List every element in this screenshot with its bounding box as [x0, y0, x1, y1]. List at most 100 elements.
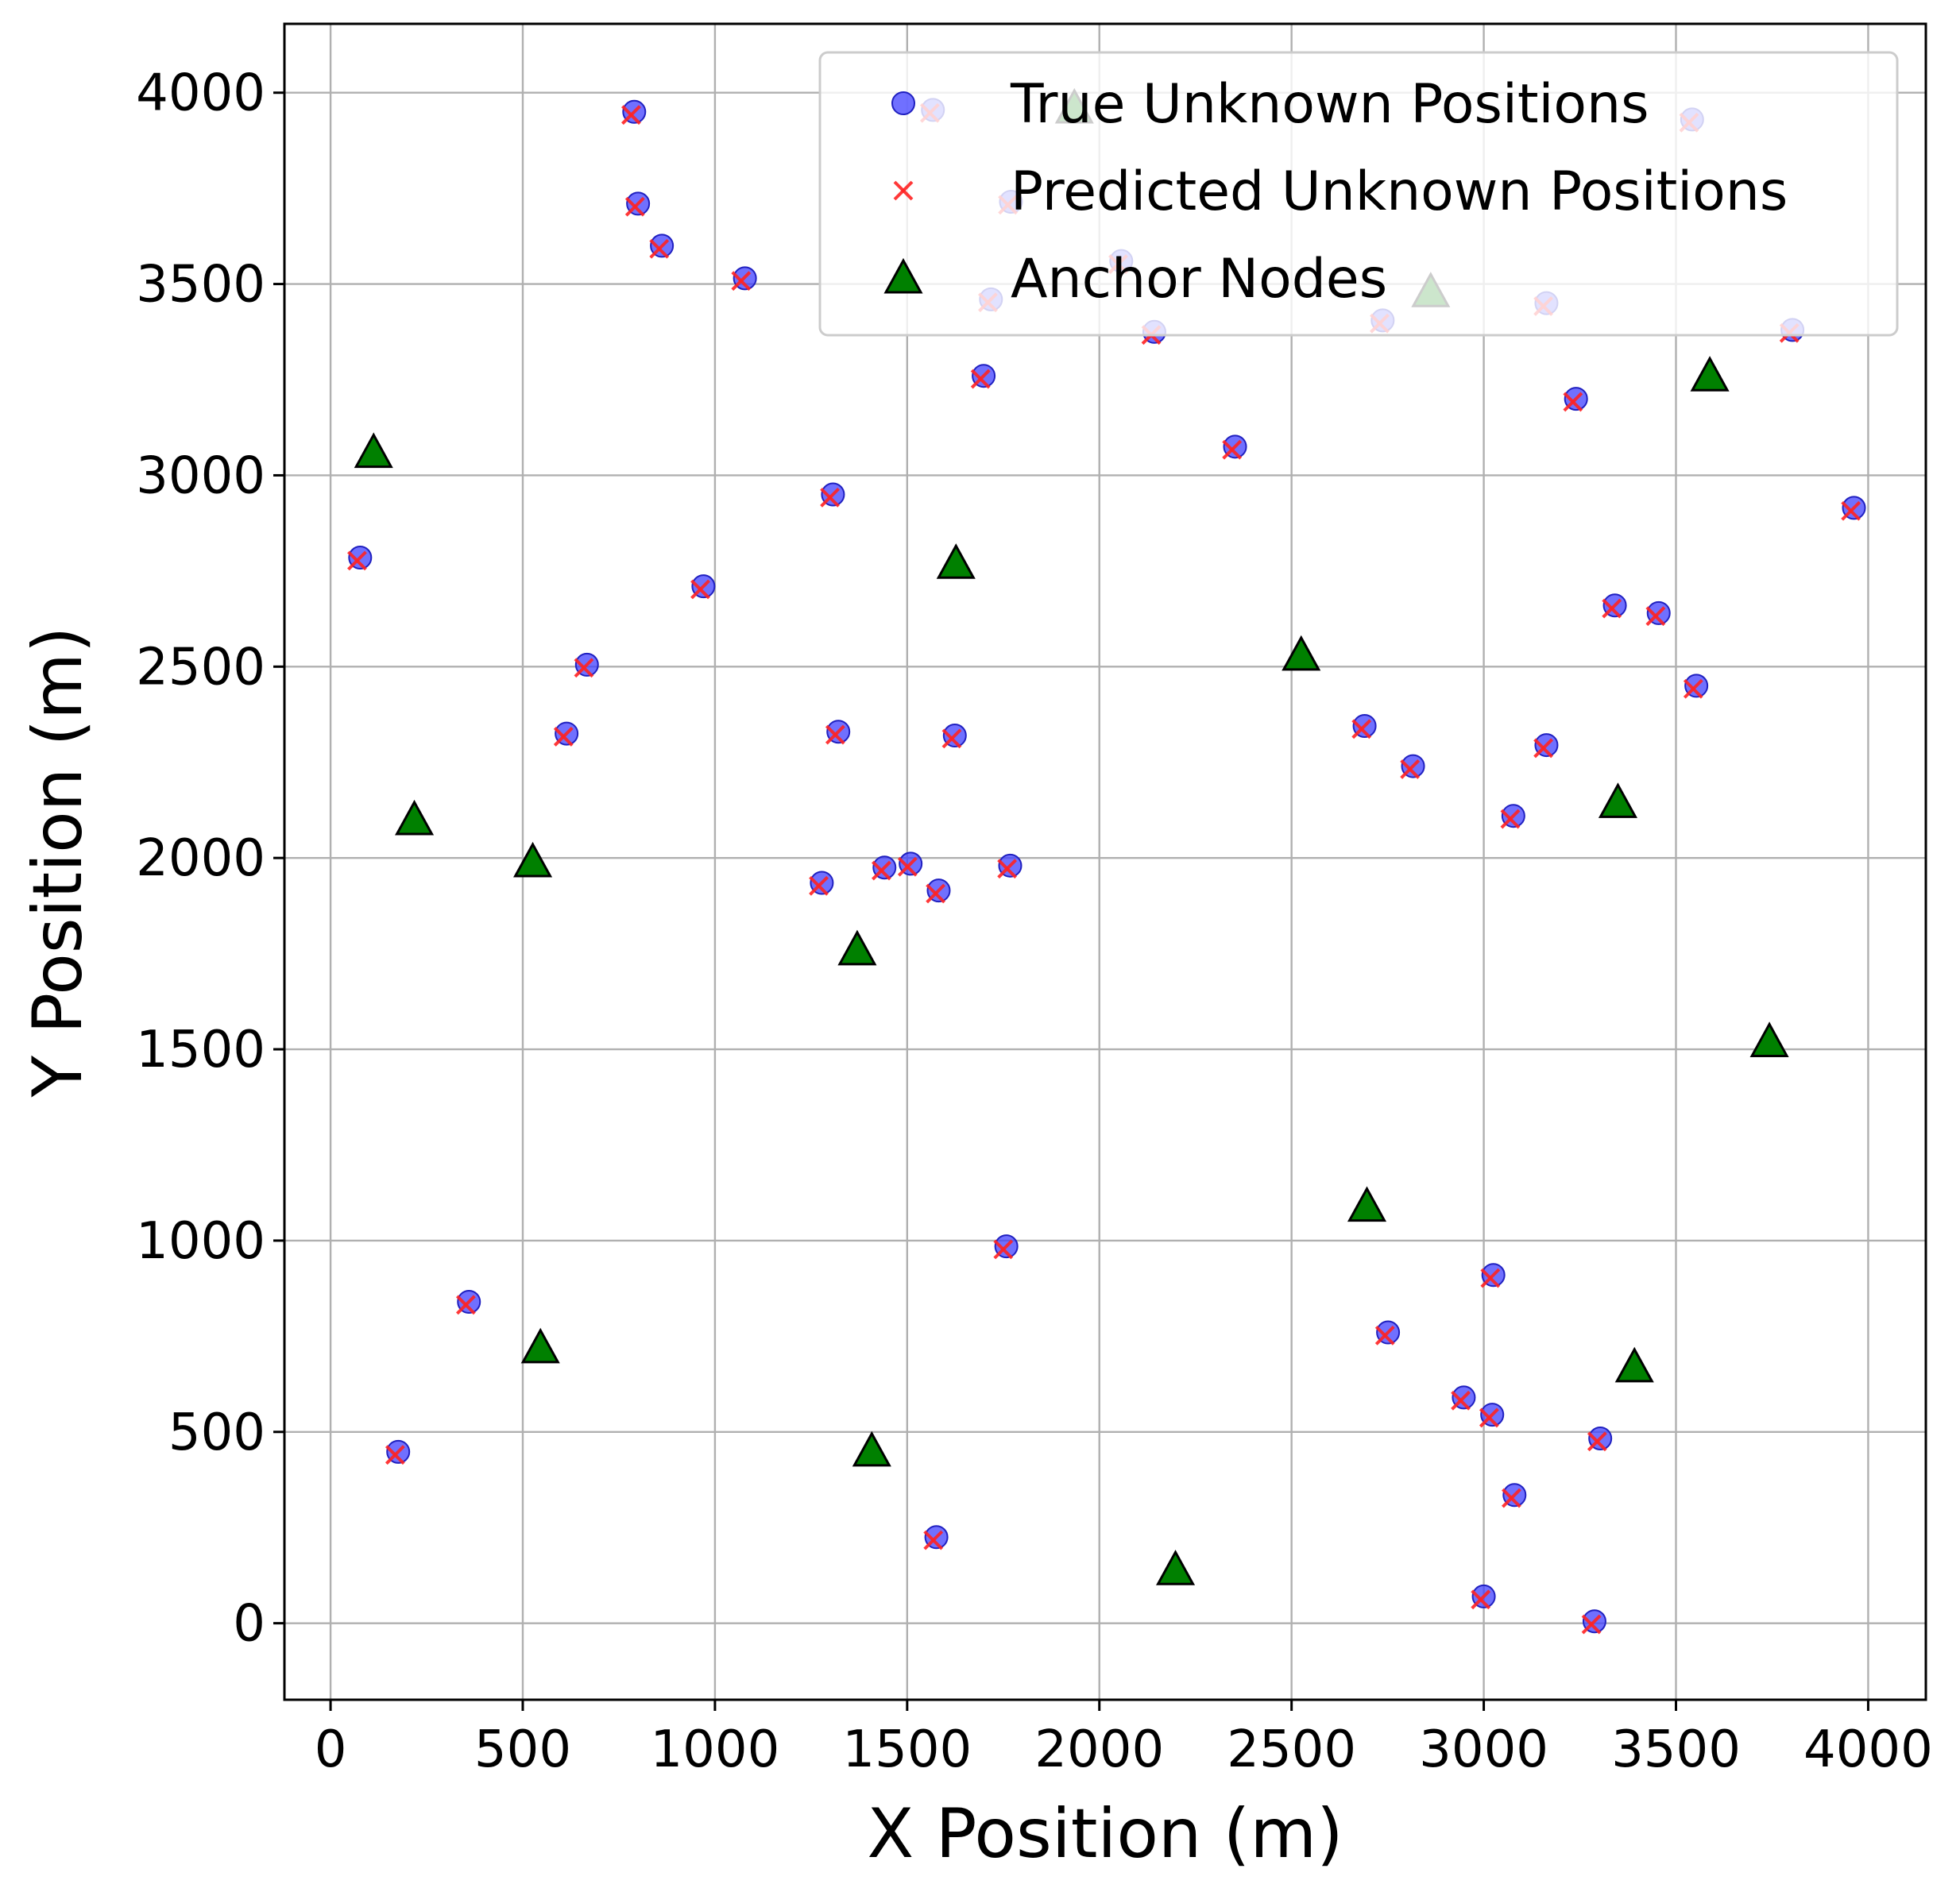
anchor-node-point — [936, 543, 976, 579]
predicted-position-point-stroke — [871, 860, 891, 881]
legend: True Unknown Positions Predicted Unknown … — [818, 51, 1899, 337]
predicted-position-point — [941, 728, 962, 749]
anchor-node-point — [1614, 1346, 1654, 1383]
anchor-node-point — [1749, 1021, 1789, 1057]
x-tick-label: 2500 — [1227, 1720, 1356, 1779]
predicted-position-point — [1683, 678, 1703, 699]
predicted-position-point — [871, 860, 891, 881]
predicted-position-point-stroke — [1479, 1407, 1499, 1428]
predicted-position-point — [1500, 809, 1521, 829]
predicted-position-point — [993, 1239, 1014, 1260]
predicted-position-point — [1602, 598, 1622, 619]
predicted-position-point — [1841, 500, 1861, 521]
predicted-position-point-stroke — [1500, 809, 1521, 829]
predicted-position-point — [574, 658, 594, 678]
predicted-position-point — [1581, 1614, 1602, 1635]
x-tick-label: 2000 — [1034, 1720, 1164, 1779]
predicted-position-point — [624, 196, 645, 217]
y-tick-label: 3500 — [136, 256, 265, 315]
anchor-node-point — [1347, 1186, 1387, 1222]
predicted-position-point-stroke — [1841, 500, 1861, 521]
predicted-position-point-stroke — [455, 1295, 476, 1315]
anchor-node-point — [1690, 356, 1730, 392]
predicted-position-point — [385, 1445, 405, 1465]
predicted-position-point-stroke — [574, 658, 594, 678]
predicted-position-point-stroke — [923, 1530, 944, 1550]
predicted-position-point-stroke — [624, 196, 645, 217]
predicted-position-point — [970, 369, 991, 389]
predicted-position-point-stroke — [926, 883, 946, 904]
legend-marker — [883, 257, 923, 294]
x-axis-label: X Position (m) — [867, 1794, 1343, 1874]
predicted-position-point-stroke — [1480, 1268, 1501, 1288]
predicted-position-point — [997, 859, 1018, 879]
anchor-node-point — [395, 799, 435, 836]
predicted-position-point-stroke — [897, 856, 918, 877]
predicted-position-point — [1533, 738, 1553, 759]
predicted-position-point-stroke — [1451, 1390, 1471, 1411]
predicted-position-point — [926, 883, 946, 904]
predicted-position-point — [1479, 1407, 1499, 1428]
predicted-position-point-stroke — [825, 724, 845, 745]
predicted-position-point-stroke — [993, 1239, 1014, 1260]
legend-true-positions: True Unknown Positions — [891, 73, 1649, 136]
legend-marker — [893, 180, 914, 201]
predicted-position-point — [1351, 719, 1372, 739]
legend-label: Anchor Nodes — [1011, 248, 1387, 311]
predicted-position-point-stroke — [997, 859, 1018, 879]
anchor-node-point — [1598, 782, 1637, 818]
predicted-position-point — [1480, 1268, 1501, 1288]
predicted-position-point — [825, 724, 845, 745]
predicted-position-point-stroke — [1683, 678, 1703, 699]
predicted-position-point — [1471, 1589, 1491, 1610]
predicted-position-point-stroke — [649, 238, 670, 259]
x-tick-label: 500 — [474, 1720, 571, 1779]
anchor-node-point — [1156, 1550, 1196, 1585]
x-tick-label: 3500 — [1611, 1720, 1741, 1779]
predicted-position-point-stroke — [731, 271, 752, 292]
predicted-position-point — [1400, 759, 1421, 779]
predicted-position-point-stroke — [1374, 1325, 1395, 1346]
predicted-position-point-stroke — [347, 550, 367, 571]
predicted-position-point-stroke — [1351, 719, 1372, 739]
y-tick-label: 2500 — [136, 638, 265, 697]
predicted-position-point-stroke — [1471, 1589, 1491, 1610]
predicted-position-point — [690, 579, 710, 600]
predicted-position-point-stroke — [385, 1445, 405, 1465]
y-axis-label: Y Position (m) — [18, 627, 98, 1098]
predicted-position-point-stroke — [970, 369, 991, 389]
anchor-node-point — [520, 1327, 560, 1364]
axis-ticks: 0 500 1000 1500 2000 2500 3000 3500 4000 0 500 1000… — [136, 64, 1933, 1779]
predicted-position-point-stroke — [820, 487, 840, 508]
predicted-position-point-stroke — [1502, 1488, 1521, 1508]
y-tick-label: 2000 — [136, 829, 265, 888]
anchor-node-point — [1282, 635, 1321, 671]
predicted-position-point-stroke — [1587, 1431, 1607, 1452]
y-tick-label: 1500 — [136, 1021, 265, 1079]
legend-marker — [891, 91, 915, 115]
predicted-position-point — [731, 271, 752, 292]
legend-label: True Unknown Positions — [1010, 73, 1649, 136]
y-tick-label: 1000 — [136, 1212, 265, 1271]
predicted-position-point-stroke — [690, 579, 710, 600]
anchor-node-point — [354, 432, 393, 469]
predicted-position-point-stroke — [1222, 439, 1243, 460]
predicted-position-point — [1645, 606, 1666, 627]
predicted-position-point-stroke — [941, 728, 962, 749]
x-tick-label: 4000 — [1803, 1720, 1933, 1779]
legend-box — [818, 51, 1899, 337]
predicted-position-point-stroke — [1400, 759, 1421, 779]
anchor-node-point — [513, 841, 553, 878]
predicted-position-point-stroke — [1533, 738, 1553, 759]
predicted-position-point-stroke — [1645, 606, 1666, 627]
y-tick-label: 3000 — [136, 446, 265, 505]
plot-frame — [283, 22, 1927, 1701]
x-tick-label: 3000 — [1419, 1720, 1548, 1779]
predicted-position-point — [923, 1530, 944, 1550]
y-tick-label: 4000 — [136, 64, 265, 123]
legend-anchor-nodes: Anchor Nodes — [883, 248, 1387, 311]
predicted-position-point-stroke — [809, 875, 829, 896]
predicted-position-point — [347, 550, 367, 571]
